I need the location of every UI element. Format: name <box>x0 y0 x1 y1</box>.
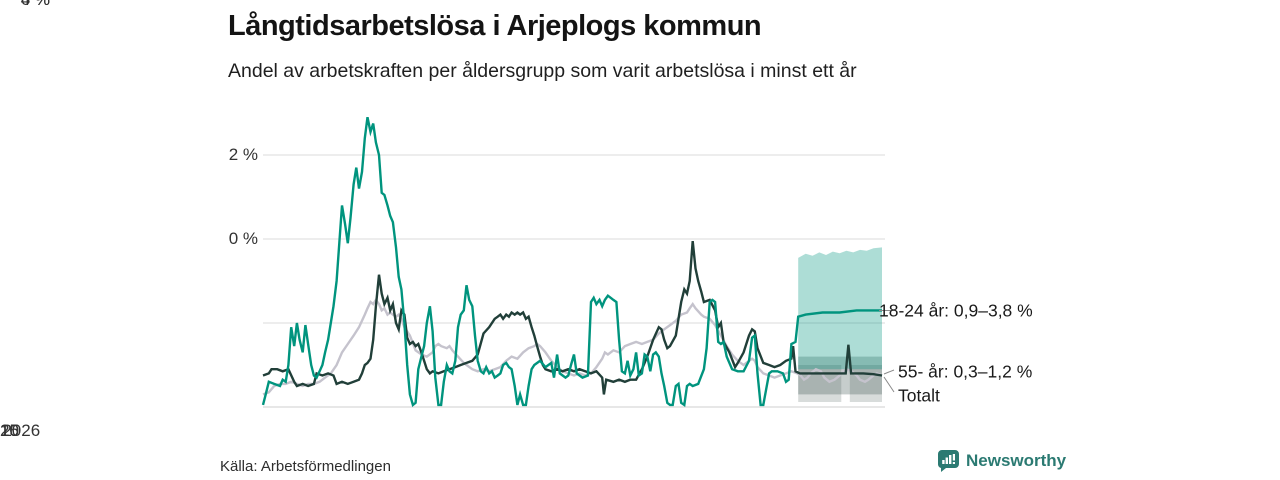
forecast-band-2 <box>798 247 882 370</box>
newsworthy-logo-icon <box>937 450 959 472</box>
source-note: Källa: Arbetsförmedlingen <box>220 458 391 475</box>
y-axis-tick-6: 6 % <box>0 0 50 10</box>
y-axis-tick-4: 4 % <box>0 0 50 10</box>
series-label-55plus: 55- år: 0,3–1,2 % <box>898 361 1033 382</box>
series-label-18-24: 18-24 år: 0,9–3,8 % <box>879 300 1033 321</box>
chart-subtitle: Andel av arbetskraften per åldersgrupp s… <box>228 60 857 82</box>
annotation-leader-2 <box>883 376 895 393</box>
forecast-band-0-1 <box>849 365 882 402</box>
x-axis-tick-2010: 2010 <box>0 421 19 440</box>
chart-title: Långtidsarbetslösa i Arjeplogs kommun <box>228 10 762 42</box>
x-axis-tick-mars-2026: mars 2026 <box>0 421 41 440</box>
x-axis-tick-2015: 2015 <box>0 421 19 440</box>
y-axis-tick-0: 0 % <box>228 229 258 248</box>
newsworthy-brand[interactable]: Newsworthy <box>937 450 1067 472</box>
y-axis-tick-2: 2 % <box>228 145 258 164</box>
series-line-18-24-r[interactable] <box>261 116 882 407</box>
annotation-leader-1 <box>883 369 895 375</box>
newsworthy-wordmark: Newsworthy <box>966 451 1067 470</box>
series-label-totalt: Totalt <box>898 385 940 406</box>
series-line-55-r[interactable] <box>262 240 883 395</box>
